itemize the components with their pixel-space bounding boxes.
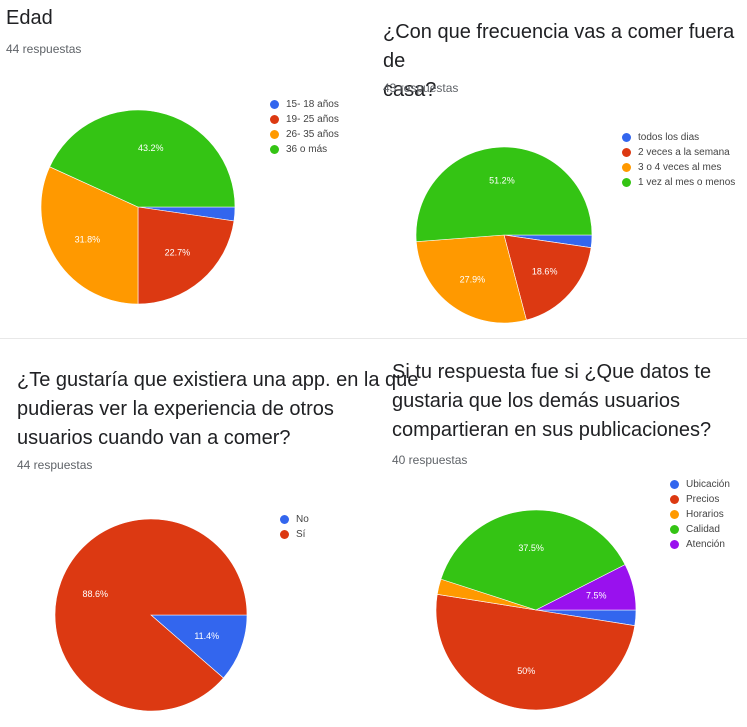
- chart-2-legend-label: 2 veces a la semana: [638, 147, 730, 158]
- chart-3-legend-label: No: [296, 514, 309, 525]
- chart-1-legend-label: 19- 25 años: [286, 114, 339, 125]
- chart-4-slice-1: [435, 594, 636, 711]
- chart-4-slice-label-3: 37.5%: [518, 543, 544, 553]
- chart-3-legend-label: Sí: [296, 529, 306, 540]
- chart-4-legend: Ubicación Precios Horarios Calidad Atención: [670, 477, 730, 552]
- chart-4-legend-swatch: [670, 510, 679, 519]
- chart-3-legend-item: No: [280, 512, 309, 527]
- chart-1-slice-1: [137, 206, 235, 305]
- chart-2-slice-3: [415, 146, 593, 242]
- chart-1-slice-2: [40, 166, 139, 305]
- chart-4-legend-swatch: [670, 480, 679, 489]
- chart-4-legend-item: Atención: [670, 537, 730, 552]
- chart-1-title: Edad: [6, 7, 53, 29]
- chart-3-legend-swatch: [280, 515, 289, 524]
- chart-2-slice-label-3: 51.2%: [489, 175, 515, 185]
- chart-1-responses: 44 respuestas: [6, 42, 82, 56]
- chart-2-legend-item: todos los dias: [622, 130, 735, 145]
- chart-2-legend-label: 1 vez al mes o menos: [638, 177, 736, 188]
- chart-4-legend-item: Precios: [670, 492, 730, 507]
- chart-2-legend-swatch: [622, 148, 631, 157]
- chart-3-legend: No Sí: [280, 512, 309, 542]
- chart-2-slice-1: [503, 234, 592, 321]
- chart-3-slice-0: [150, 614, 248, 679]
- chart-2-legend-label: 3 o 4 veces al mes: [638, 162, 722, 173]
- chart-4-title: Si tu respuesta fue si ¿Que datos te gus…: [392, 361, 712, 441]
- chart-2-legend-swatch: [622, 163, 631, 172]
- chart-1-legend-item: 26- 35 años: [270, 127, 339, 142]
- chart-1-legend-label: 26- 35 años: [286, 129, 339, 140]
- chart-1-legend-swatch: [270, 130, 279, 139]
- chart-4-slice-label-4: 7.5%: [586, 591, 607, 601]
- chart-4-slice-3: [440, 509, 626, 611]
- chart-1-legend-item: 15- 18 años: [270, 97, 339, 112]
- chart-2-legend-item: 3 o 4 veces al mes: [622, 160, 735, 175]
- chart-4-responses: 40 respuestas: [392, 453, 468, 467]
- chart-2-slice-label-1: 18.6%: [532, 266, 558, 276]
- chart-4-legend-label: Atención: [686, 539, 725, 550]
- chart-4-legend-swatch: [670, 525, 679, 534]
- chart-1-legend-swatch: [270, 115, 279, 124]
- chart-4-legend-swatch: [670, 495, 679, 504]
- chart-1-legend-label: 36 o más: [286, 144, 328, 155]
- chart-4-slice-4: [535, 564, 637, 611]
- chart-2-legend-item: 2 veces a la semana: [622, 145, 735, 160]
- chart-2-responses: 43 respuestas: [383, 81, 459, 95]
- chart-3-title: ¿Te gustaría que existiera una app. en l…: [17, 369, 419, 449]
- chart-4-legend-item: Calidad: [670, 522, 730, 537]
- chart-1-legend-swatch: [270, 100, 279, 109]
- chart-1-slice-label-3: 43.2%: [138, 143, 164, 153]
- chart-4-legend-item: Horarios: [670, 507, 730, 522]
- chart-4-legend-swatch: [670, 540, 679, 549]
- chart-3-legend-item: Sí: [280, 527, 309, 542]
- chart-3-responses: 44 respuestas: [17, 458, 93, 472]
- chart-3-slice-label-1: 88.6%: [82, 589, 108, 599]
- chart-1-slice-3: [49, 109, 236, 208]
- chart-2-legend-label: todos los dias: [638, 132, 700, 143]
- chart-4-legend-label: Calidad: [686, 524, 720, 535]
- section-divider: [0, 338, 747, 339]
- chart-2-legend-swatch: [622, 133, 631, 142]
- chart-2-slice-2: [415, 234, 527, 324]
- chart-1-slice-label-2: 31.8%: [75, 235, 101, 245]
- chart-4-legend-label: Horarios: [686, 509, 724, 520]
- chart-3-slice-1: [54, 518, 248, 712]
- chart-4-legend-label: Precios: [686, 494, 720, 505]
- chart-1-legend: 15- 18 años 19- 25 años 26- 35 años 36 o má…: [270, 97, 339, 157]
- chart-4-slice-label-1: 50%: [517, 666, 535, 676]
- chart-1-slice-label-1: 22.7%: [165, 247, 191, 257]
- chart-2-title: ¿Con que frecuencia vas a comer fuera de…: [383, 21, 735, 101]
- chart-1-legend-swatch: [270, 145, 279, 154]
- chart-4-legend-item: Ubicación: [670, 477, 730, 492]
- chart-4-legend-label: Ubicación: [686, 479, 730, 490]
- chart-2-legend-item: 1 vez al mes o menos: [622, 175, 735, 190]
- chart-1-legend-label: 15- 18 años: [286, 99, 339, 110]
- chart-3-legend-swatch: [280, 530, 289, 539]
- chart-2-legend-swatch: [622, 178, 631, 187]
- chart-2-legend: todos los dias 2 veces a la semana 3 o 4 v…: [622, 130, 735, 190]
- chart-1-legend-item: 36 o más: [270, 142, 339, 157]
- chart-2-slice-label-2: 27.9%: [460, 274, 486, 284]
- chart-3-slice-label-0: 11.4%: [194, 631, 219, 641]
- chart-1-legend-item: 19- 25 años: [270, 112, 339, 127]
